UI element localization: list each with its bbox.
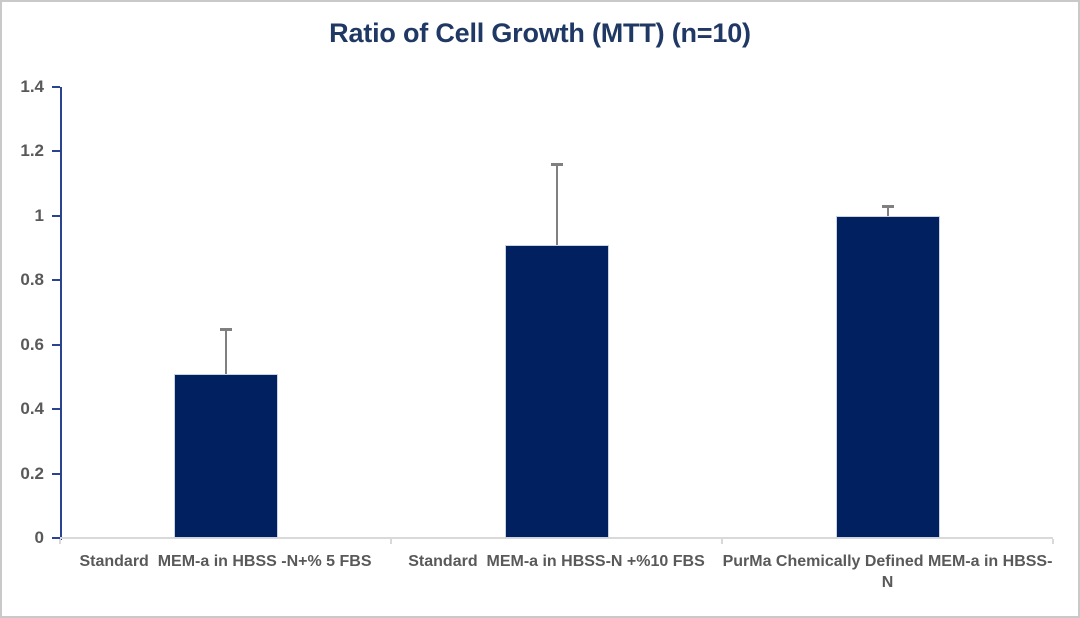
y-axis-tick-label: 1.2: [20, 141, 44, 161]
category-label: PurMa Chemically Defined MEM-a in HBSS-N: [722, 553, 1053, 591]
y-axis-tick: [52, 150, 60, 153]
y-axis-tick: [52, 472, 60, 475]
x-axis-tick: [1052, 539, 1054, 544]
chart-title: Ratio of Cell Growth (MTT) (n=10): [329, 18, 751, 48]
category-label: Standard MEM-a in HBSS -N+% 5 FBS: [79, 553, 372, 570]
y-axis-tick-label: 0.6: [20, 334, 44, 354]
y-axis-tick: [52, 537, 60, 539]
error-bar-cap: [219, 327, 232, 331]
error-bar-line: [224, 328, 227, 374]
error-bar-line: [886, 206, 889, 216]
x-axis-line: [60, 537, 1053, 539]
error-bar-line: [555, 164, 558, 245]
y-axis-tick-label: 1.4: [20, 77, 44, 96]
x-axis-tick: [721, 539, 723, 544]
y-axis-tick: [52, 408, 60, 411]
bar: [504, 244, 609, 538]
error-bar-cap: [881, 205, 894, 209]
bar: [173, 373, 278, 538]
y-axis-tick: [52, 343, 60, 346]
y-axis-tick-label: 0.2: [20, 463, 44, 483]
y-axis-tick-label: 1: [34, 205, 44, 225]
y-axis-tick-label: 0.4: [20, 399, 44, 419]
category-label: Standard MEM-a in HBSS-N +%10 FBS: [408, 553, 705, 570]
x-axis-tick: [59, 539, 61, 544]
y-axis-tick: [52, 279, 60, 282]
y-axis-tick: [52, 86, 60, 88]
y-axis-tick: [52, 214, 60, 217]
y-axis-tick-label: 0.8: [20, 270, 44, 290]
bar: [835, 215, 940, 538]
x-axis-tick: [390, 539, 392, 544]
y-axis-tick-label: 0: [34, 528, 44, 547]
error-bar-cap: [550, 163, 563, 167]
y-axis-line: [60, 87, 62, 540]
